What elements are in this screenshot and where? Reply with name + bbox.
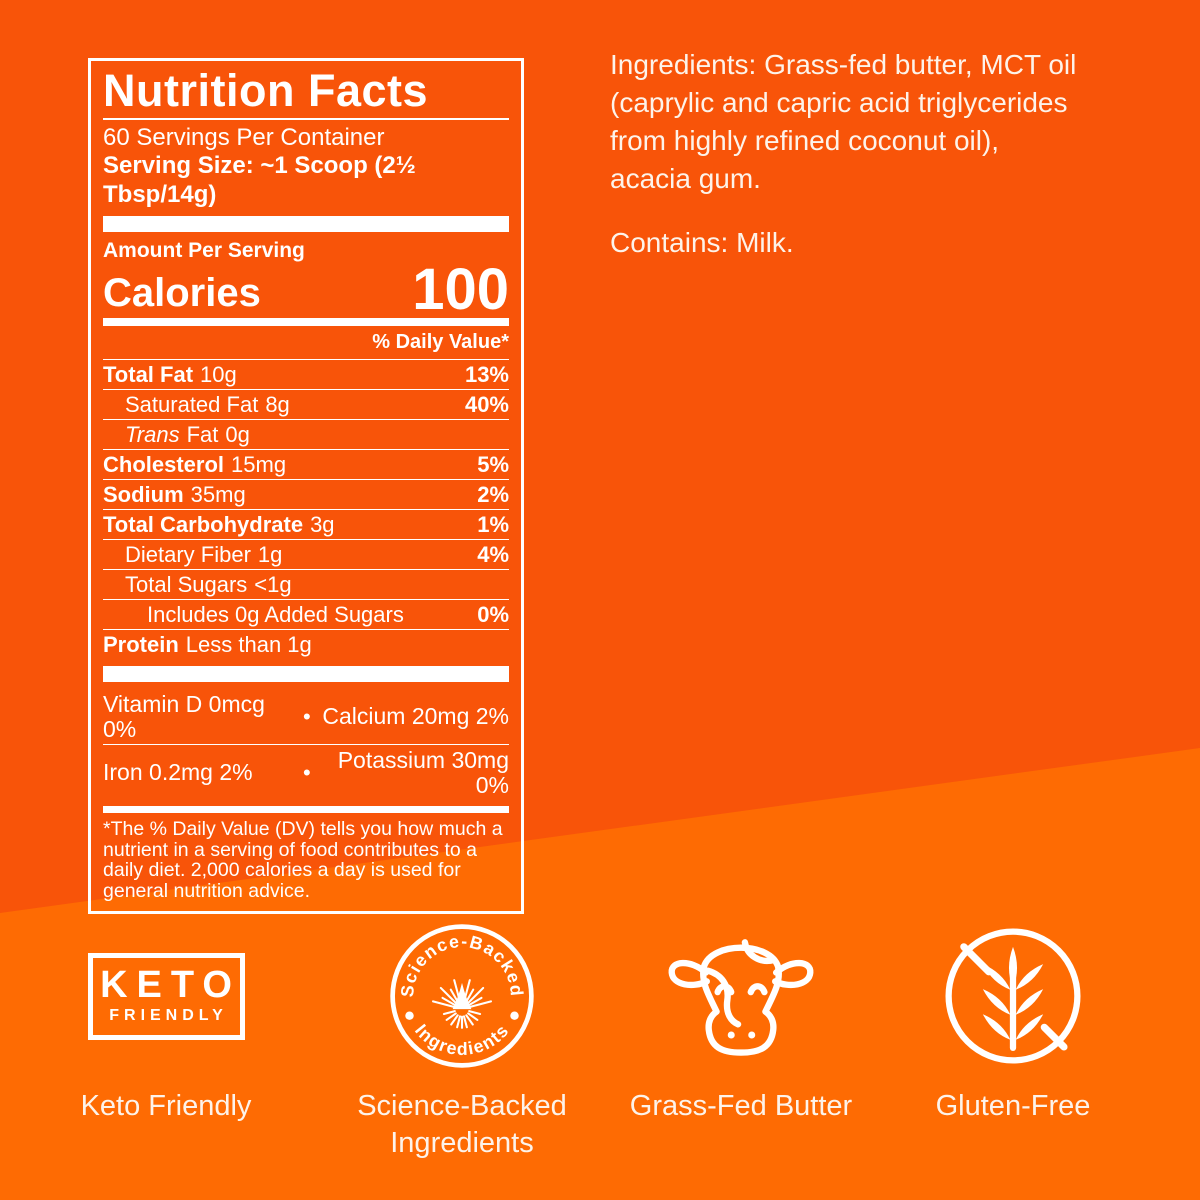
thin-divider-bar <box>103 806 509 813</box>
nutrition-facts-title: Nutrition Facts <box>103 65 429 116</box>
badge-caption: Science-Backed Ingredients <box>357 1090 567 1159</box>
gluten-free-icon <box>945 928 1081 1064</box>
nutrient-row-added-sugars: Includes 0g Added Sugars 0% <box>103 599 509 629</box>
keto-friendly-stamp-icon: KETO FRIENDLY <box>87 952 245 1040</box>
serving-size: Serving Size: ~1 Scoop (2½ Tbsp/14g) <box>103 152 416 208</box>
nutrient-row-sodium: Sodium 35mg 2% <box>103 479 509 509</box>
badge-caption: Gluten-Free <box>935 1090 1091 1122</box>
daily-value-header: % Daily Value* <box>372 331 509 353</box>
ingredients-block: Ingredients: Grass-fed butter, MCT oil (… <box>610 46 1082 262</box>
calories-row: Calories 100 <box>103 257 509 322</box>
science-backed-seal-icon: Science-Backed Ingredients <box>390 924 534 1068</box>
nutrition-facts-label: Nutrition Facts 60 Servings Per Containe… <box>88 58 524 914</box>
nutrient-row-saturated-fat: Saturated Fat 8g 40% <box>103 389 509 419</box>
slash-strikethrough <box>960 943 1068 1051</box>
thick-divider-bar <box>103 666 509 682</box>
badge-grass-fed-butter: Grass-Fed Butter <box>629 910 853 1125</box>
nutrient-row-total-sugars: Total Sugars <1g <box>103 569 509 599</box>
nutrient-row-total-carbohydrate: Total Carbohydrate 3g 1% <box>103 509 509 539</box>
ingredients-text: Ingredients: Grass-fed butter, MCT oil (… <box>610 49 1077 194</box>
nutrient-row-dietary-fiber: Dietary Fiber 1g 4% <box>103 539 509 569</box>
nutrient-row-cholesterol: Cholesterol 15mg 5% <box>103 449 509 479</box>
nutrient-row-trans-fat: Trans Fat 0g <box>103 419 509 449</box>
micronutrient-row-2: Iron 0.2mg 2% • Potassium 30mg 0% <box>103 744 509 800</box>
calories-label: Calories <box>103 271 261 315</box>
amount-per-serving: Amount Per Serving <box>103 239 305 262</box>
badge-gluten-free: Gluten-Free <box>901 910 1125 1125</box>
starburst-peak <box>452 982 472 1010</box>
thick-divider-bar <box>103 216 509 232</box>
calories-value: 100 <box>412 257 509 322</box>
title-divider <box>103 118 509 120</box>
cow-icon <box>668 939 814 1056</box>
bullet-separator: • <box>302 760 311 785</box>
nutrient-row-total-fat: Total Fat 10g 13% <box>103 359 509 389</box>
servings-per-container: 60 Servings Per Container <box>103 124 385 151</box>
badge-science-backed: Science-Backed Ingredients <box>350 910 574 1162</box>
contains-text: Contains: Milk. <box>610 227 794 258</box>
badge-caption: Grass-Fed Butter <box>629 1090 853 1122</box>
daily-value-footnote: *The % Daily Value (DV) tells you how mu… <box>103 818 503 902</box>
nutrient-row-protein: Protein Less than 1g <box>103 629 509 659</box>
medium-divider-bar <box>103 318 509 326</box>
wheat-grains <box>982 946 1044 1040</box>
micronutrient-row-1: Vitamin D 0mcg 0% • Calcium 20mg 2% <box>103 690 509 742</box>
bullet-separator: • <box>302 704 311 729</box>
badge-keto-friendly: KETO FRIENDLY Keto Friendly <box>54 910 278 1125</box>
badge-caption: Keto Friendly <box>80 1090 252 1122</box>
